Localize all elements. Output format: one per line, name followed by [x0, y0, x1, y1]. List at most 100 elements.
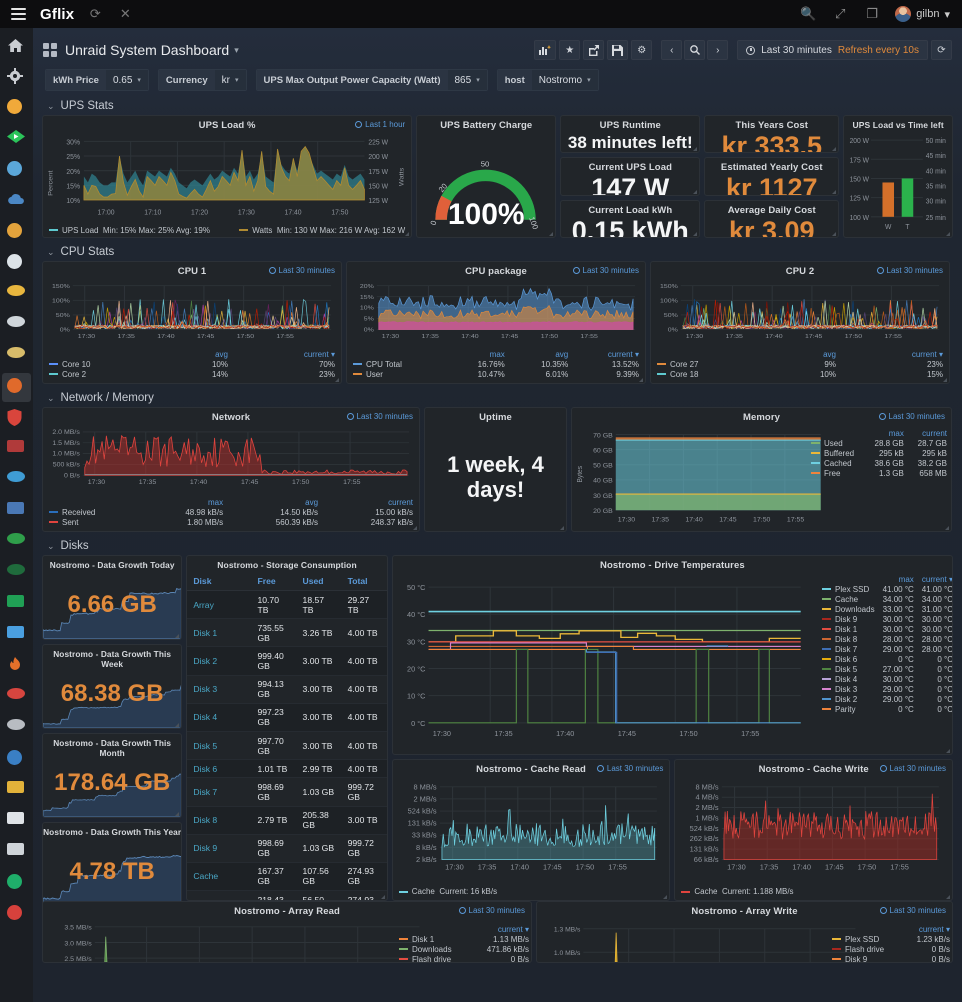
sidebar-item-lifebuoy[interactable] — [2, 249, 31, 278]
sidebar-item-disc[interactable] — [2, 559, 31, 588]
table-header[interactable]: Used — [296, 572, 342, 591]
resize-handle[interactable] — [175, 812, 180, 816]
sidebar-item-car[interactable] — [2, 714, 31, 743]
var-currency[interactable]: Currency kr ▾ — [157, 69, 247, 91]
panel-ups-load[interactable]: UPS Load % Last 1 hour — [42, 115, 413, 238]
sidebar-item-firefox[interactable] — [2, 652, 31, 681]
variable-value[interactable]: 0.65 ▾ — [105, 70, 148, 90]
sidebar-item-spiral[interactable] — [2, 373, 31, 402]
panel-cache-read[interactable]: Nostromo - Cache Read Last 30 minutes 8 … — [391, 759, 671, 901]
panel-cpu-package[interactable]: CPU package Last 30 minutes 20% 15% 10% 5% 0… — [346, 261, 646, 384]
resize-handle[interactable] — [693, 231, 698, 236]
variable-value[interactable]: 865 ▾ — [447, 70, 487, 90]
resize-handle[interactable] — [663, 895, 668, 899]
time-zoom-button[interactable] — [684, 40, 706, 60]
sidebar-item-shield[interactable] — [2, 404, 31, 433]
resize-handle[interactable] — [693, 189, 698, 194]
stat-average-daily-cost[interactable]: Average Daily Cost kr 3.09 — [704, 199, 840, 238]
sidebar-item-pacman[interactable] — [2, 94, 31, 123]
search-icon[interactable]: 🔍 — [800, 6, 817, 21]
sidebar-item-terminal[interactable] — [2, 590, 31, 619]
resize-handle[interactable] — [832, 147, 837, 152]
resize-handle[interactable] — [693, 147, 698, 152]
table-header[interactable]: Disk — [187, 572, 252, 591]
stat-this-years-cost[interactable]: This Years Cost kr 333.5 — [704, 115, 840, 154]
sidebar-item-eye[interactable] — [2, 311, 31, 340]
chevron-down-icon[interactable]: ▾ — [234, 44, 239, 55]
table-row[interactable]: Array 10.70 TB 18.57 TB 29.27 TB — [187, 590, 387, 620]
table-header[interactable]: Total — [341, 572, 387, 591]
sidebar-item-tools[interactable] — [2, 342, 31, 371]
panel-storage-consumption[interactable]: Nostromo - Storage Consumption Disk Free U… — [186, 555, 388, 901]
panel-array-write[interactable]: Nostromo - Array Write Last 30 minutes 1… — [536, 901, 953, 963]
panel-network[interactable]: Network Last 30 minutes 2.0 MB/s 1.5 MB/s… — [42, 407, 420, 532]
sidebar-item-signout[interactable] — [2, 838, 31, 867]
stat-growth-week[interactable]: Nostromo - Data Growth This Week 68.38 G… — [42, 644, 183, 729]
settings-gear-button[interactable]: ⚙ — [631, 40, 653, 60]
sidebar-item-bowtie[interactable] — [2, 280, 31, 309]
var-kwh-price[interactable]: kWh Price 0.65 ▾ — [45, 69, 149, 91]
share-button[interactable] — [583, 40, 605, 60]
star-button[interactable]: ★ — [559, 40, 581, 60]
sidebar-item-home[interactable] — [2, 32, 31, 61]
close-icon[interactable]: ✕ — [119, 6, 131, 21]
panel-ups-battery-charge[interactable]: UPS Battery Charge 0 20 50 100 100% — [416, 115, 557, 238]
sidebar-item-link[interactable] — [2, 466, 31, 495]
time-prev-button[interactable]: ‹ — [661, 40, 683, 60]
table-row[interactable]: Disk 5 997.70 GB 3.00 TB 4.00 TB — [187, 731, 387, 761]
variable-value[interactable]: kr ▾ — [214, 70, 246, 90]
resize-handle[interactable] — [946, 232, 950, 236]
resize-handle[interactable] — [560, 526, 564, 530]
row-header-network-memory[interactable]: ⌄ Network / Memory — [33, 389, 962, 407]
resize-handle[interactable] — [335, 378, 339, 382]
stat-growth-today[interactable]: Nostromo - Data Growth Today 6.66 GB — [42, 555, 183, 640]
stat-estimated-yearly-cost[interactable]: Estimated Yearly Cost kr 1127 — [704, 157, 840, 196]
sidebar-item-settings-gear[interactable] — [2, 63, 31, 92]
refresh-dashboard-button[interactable]: ⟳ — [931, 40, 952, 60]
panel-ups-load-vs-time[interactable]: UPS Load vs Time left 200 W 175 W 150 W … — [843, 115, 953, 238]
stat-ups-runtime[interactable]: UPS Runtime 38 minutes left! — [560, 115, 701, 154]
resize-handle[interactable] — [380, 895, 385, 899]
time-next-button[interactable]: › — [707, 40, 729, 60]
var-ups-capacity[interactable]: UPS Max Output Power Capacity (Watt) 865… — [255, 69, 488, 91]
table-row[interactable]: Disk 3 994.13 GB 3.00 TB 4.00 TB — [187, 675, 387, 704]
page-title[interactable]: Unraid System Dashboard — [65, 42, 230, 58]
user-menu[interactable]: gilbn ▾ — [895, 6, 950, 22]
table-row[interactable]: Cache 167.37 GB 107.56 GB 274.93 GB — [187, 862, 387, 892]
resize-handle[interactable] — [832, 189, 837, 194]
table-row[interactable]: Disk 6 1.01 TB 2.99 TB 4.00 TB — [187, 759, 387, 779]
variable-value[interactable]: Nostromo ▾ — [531, 70, 598, 90]
fullscreen-icon[interactable]: ⤢ — [835, 6, 846, 21]
sidebar-item-search-magnifier[interactable] — [2, 218, 31, 247]
sidebar-item-cloud[interactable] — [2, 187, 31, 216]
panel-array-read[interactable]: Nostromo - Array Read Last 30 minutes — [42, 901, 532, 963]
resize-handle[interactable] — [945, 526, 949, 530]
sidebar-item-redhat[interactable] — [2, 900, 31, 929]
sidebar-item-database[interactable] — [2, 435, 31, 464]
stat-growth-year[interactable]: Nostromo - Data Growth This Year 4.78 TB — [42, 822, 183, 907]
sidebar-item-notes[interactable] — [2, 776, 31, 805]
sidebar-item-camera[interactable] — [2, 621, 31, 650]
sidebar-item-github[interactable] — [2, 869, 31, 898]
resize-handle[interactable] — [832, 231, 837, 236]
resize-handle[interactable] — [946, 749, 950, 753]
resize-handle[interactable] — [639, 378, 643, 382]
resize-handle[interactable] — [413, 526, 417, 530]
resize-handle[interactable] — [549, 232, 554, 236]
sidebar-item-download[interactable] — [2, 683, 31, 712]
stat-growth-month[interactable]: Nostromo - Data Growth This Month 178.64… — [42, 733, 183, 818]
resize-handle[interactable] — [175, 634, 180, 638]
panel-cpu1[interactable]: CPU 1 Last 30 minutes 150% 100% 50% 0% 17:30… — [42, 261, 342, 384]
table-row[interactable]: Disk 7 998.69 GB 1.03 GB 999.72 GB — [187, 777, 387, 807]
save-button[interactable] — [607, 40, 629, 60]
sidebar-item-droplet[interactable] — [2, 745, 31, 774]
panel-drive-temperatures[interactable]: Nostromo - Drive Temperatures — [391, 555, 953, 755]
sidebar-item-book[interactable] — [2, 807, 31, 836]
sidebar-item-leaf[interactable] — [2, 528, 31, 557]
panel-cache-write[interactable]: Nostromo - Cache Write Last 30 minutes 8… — [674, 759, 954, 901]
stat-current-load-kwh[interactable]: Current Load kWh 0.15 kWh — [560, 199, 701, 238]
sidebar-item-plex[interactable] — [2, 125, 31, 154]
stat-current-ups-load[interactable]: Current UPS Load 147 W — [560, 157, 701, 196]
table-row[interactable]: Disk 1 735.55 GB 3.26 TB 4.00 TB — [187, 618, 387, 648]
